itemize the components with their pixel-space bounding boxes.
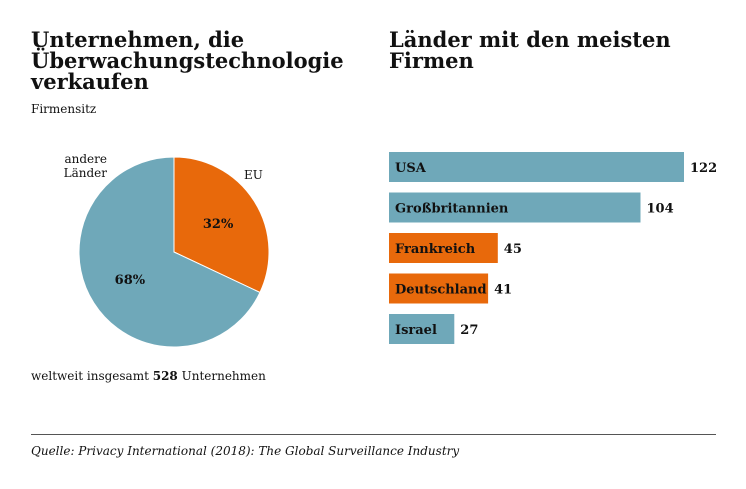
pie-slice-eu bbox=[173, 156, 270, 294]
pie-label-eu: EU bbox=[244, 168, 263, 182]
bar-category-label: Israel bbox=[395, 323, 437, 338]
bar-value-label: 41 bbox=[494, 283, 512, 298]
pie-total-prefix: weltweit insgesamt bbox=[31, 369, 153, 383]
pie-total-suffix: Unternehmen bbox=[177, 369, 266, 383]
bar-category-label: Deutschland bbox=[395, 283, 487, 298]
bar-value-label: 45 bbox=[504, 242, 522, 257]
bar-3 bbox=[389, 273, 489, 304]
pie-value-label-eu: 32% bbox=[203, 217, 234, 232]
bar-category-label: Frankreich bbox=[395, 242, 476, 257]
bar-1 bbox=[389, 192, 641, 223]
pie-total-note: weltweit insgesamt 528 Unternehmen bbox=[31, 369, 266, 383]
bar-0 bbox=[389, 152, 684, 182]
pie-label-other-countries: andere Länder bbox=[63, 152, 107, 180]
pie-chart-subtitle: Firmensitz bbox=[31, 102, 97, 116]
footer-divider bbox=[31, 434, 716, 435]
bar-value-label: 104 bbox=[647, 202, 674, 217]
bar-value-label: 122 bbox=[690, 161, 717, 176]
bar-chart-title: Länder mit den meisten Firmen bbox=[389, 27, 671, 73]
pie-value-label-other-countries: 68% bbox=[115, 273, 146, 288]
source-note: Quelle: Privacy International (2018): Th… bbox=[31, 444, 460, 458]
bar-value-label: 27 bbox=[460, 323, 478, 338]
bar-category-label: USA bbox=[395, 161, 427, 176]
pie-slice-other-countries bbox=[78, 156, 261, 348]
pie-total-number: 528 bbox=[152, 369, 178, 383]
bar-2 bbox=[389, 233, 498, 263]
bar-category-label: Großbritannien bbox=[395, 202, 509, 217]
pie-chart-title: Unternehmen, die Überwachungstechnologie… bbox=[31, 27, 344, 94]
bar-4 bbox=[389, 314, 455, 344]
